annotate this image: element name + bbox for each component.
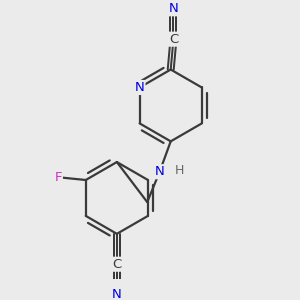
Text: C: C bbox=[169, 33, 178, 46]
Text: N: N bbox=[135, 81, 145, 94]
Text: C: C bbox=[112, 258, 122, 271]
Text: N: N bbox=[112, 288, 122, 300]
Text: H: H bbox=[175, 164, 184, 177]
Text: F: F bbox=[54, 171, 62, 184]
Text: N: N bbox=[155, 165, 164, 178]
Text: N: N bbox=[169, 2, 178, 15]
